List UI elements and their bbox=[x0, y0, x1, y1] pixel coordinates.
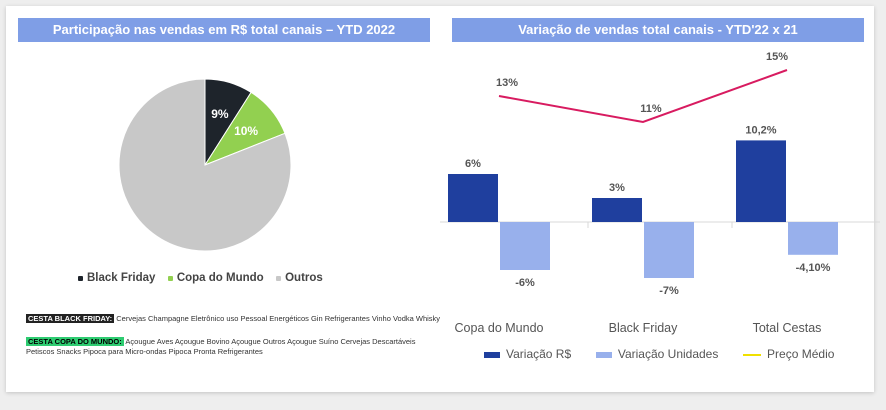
legend-item-outros: Outros bbox=[276, 272, 323, 284]
bar-variacao-unidades-copa-do-mundo bbox=[500, 222, 550, 270]
bar-label-variacao-unidades-black-friday: -7% bbox=[659, 285, 679, 297]
cesta-copa-note: CESTA COPA DO MUNDO: Açougue Aves Açougu… bbox=[26, 337, 415, 357]
category-label-copa-do-mundo: Copa do Mundo bbox=[455, 321, 544, 335]
cesta-copa-items-2: Petiscos Snacks Pipoca para Micro-ondas … bbox=[26, 347, 263, 356]
bar-variacao-rs-total-cestas bbox=[736, 140, 786, 222]
bar-label-variacao-unidades-total-cestas: -4,10% bbox=[796, 262, 831, 274]
legend-item-black-friday: Black Friday bbox=[78, 272, 155, 284]
bar-chart-title: Variação de vendas total canais - YTD'22… bbox=[452, 18, 864, 42]
cesta-copa-label: CESTA COPA DO MUNDO: bbox=[26, 337, 124, 346]
bar-variacao-rs-black-friday bbox=[592, 198, 642, 222]
legend-item-copa: Copa do Mundo bbox=[167, 272, 264, 284]
bar-variacao-unidades-total-cestas bbox=[788, 222, 838, 255]
cesta-black-friday-note: CESTA BLACK FRIDAY: Cervejas Champagne E… bbox=[26, 314, 440, 324]
cesta-copa-items-1: Açougue Aves Açougue Bovino Açougue Outr… bbox=[125, 337, 416, 346]
pie-label-copa-do-mundo: 10% bbox=[234, 124, 258, 138]
pie-legend: Black Friday Copa do Mundo Outros bbox=[78, 272, 323, 284]
legend-item-preco-medio: Preço Médio bbox=[743, 347, 834, 361]
bar-variacao-rs-copa-do-mundo bbox=[448, 174, 498, 222]
cesta-black-friday-label: CESTA BLACK FRIDAY: bbox=[26, 314, 115, 323]
line-label-preco-medio-black-friday: 11% bbox=[640, 103, 662, 115]
cesta-black-friday-items: Cervejas Champagne Eletrônico uso Pessoa… bbox=[116, 314, 441, 323]
pie-chart-title: Participação nas vendas em R$ total cana… bbox=[18, 18, 430, 42]
category-label-total-cestas: Total Cestas bbox=[753, 321, 822, 335]
line-label-preco-medio-total-cestas: 15% bbox=[766, 51, 788, 63]
legend-item-variacao-unidades: Variação Unidades bbox=[595, 347, 718, 361]
bar-chart: 6% -6% Copa do Mundo 3% -7% Black Friday 10,2%… bbox=[440, 51, 880, 335]
bar-legend: Variação R$ Variação Unidades Preço Médi… bbox=[484, 347, 834, 361]
bar-label-variacao-rs-copa-do-mundo: 6% bbox=[465, 158, 481, 170]
bar-label-variacao-rs-black-friday: 3% bbox=[609, 182, 625, 194]
category-label-black-friday: Black Friday bbox=[609, 321, 679, 335]
line-label-preco-medio-copa-do-mundo: 13% bbox=[496, 77, 518, 89]
legend-item-variacao-rs: Variação R$ bbox=[484, 347, 571, 361]
bar-label-variacao-rs-total-cestas: 10,2% bbox=[745, 124, 776, 136]
pie-chart: 9% 10% bbox=[118, 78, 292, 252]
bar-variacao-unidades-black-friday bbox=[644, 222, 694, 278]
pie-label-black-friday: 9% bbox=[211, 107, 229, 121]
pie-slice-outros bbox=[118, 78, 292, 252]
bar-label-variacao-unidades-copa-do-mundo: -6% bbox=[515, 277, 535, 289]
